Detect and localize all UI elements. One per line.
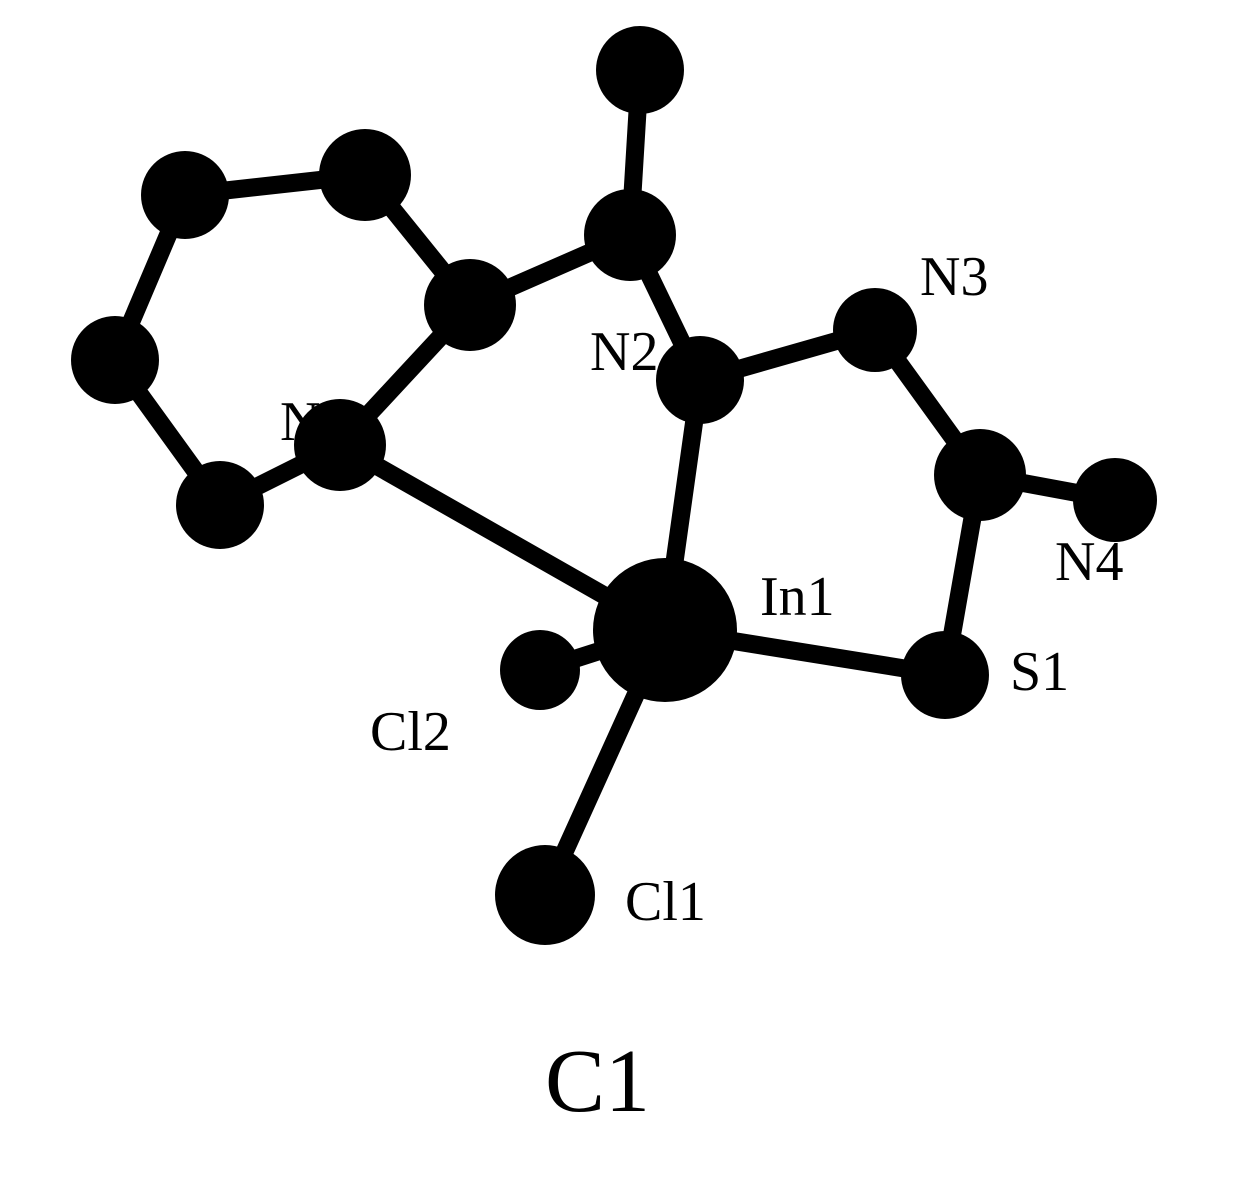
atom-ring_c5 [176,461,264,549]
label-Cl2: Cl2 [370,700,451,764]
molecule-diagram [0,0,1240,1177]
figure-caption: C1 [545,1030,650,1133]
atom-S1 [901,631,989,719]
label-N1: N1 [280,390,348,454]
atom-N2 [656,336,744,424]
atom-N3 [833,288,917,372]
atom-tsc_c [934,429,1026,521]
label-In1: In1 [760,565,835,629]
atom-Cl1 [495,845,595,945]
atom-chain_c2 [596,26,684,114]
atom-In1 [593,558,737,702]
label-N4: N4 [1055,530,1123,594]
label-N2: N2 [590,320,658,384]
atom-chain_c1 [584,189,676,281]
label-Cl1: Cl1 [625,870,706,934]
atom-ring_c2 [319,129,411,221]
atom-ring_c1 [424,259,516,351]
atom-ring_c3 [141,151,229,239]
label-N3: N3 [920,245,988,309]
atom-ring_c4 [71,316,159,404]
atom-Cl2 [500,630,580,710]
label-S1: S1 [1010,640,1069,704]
